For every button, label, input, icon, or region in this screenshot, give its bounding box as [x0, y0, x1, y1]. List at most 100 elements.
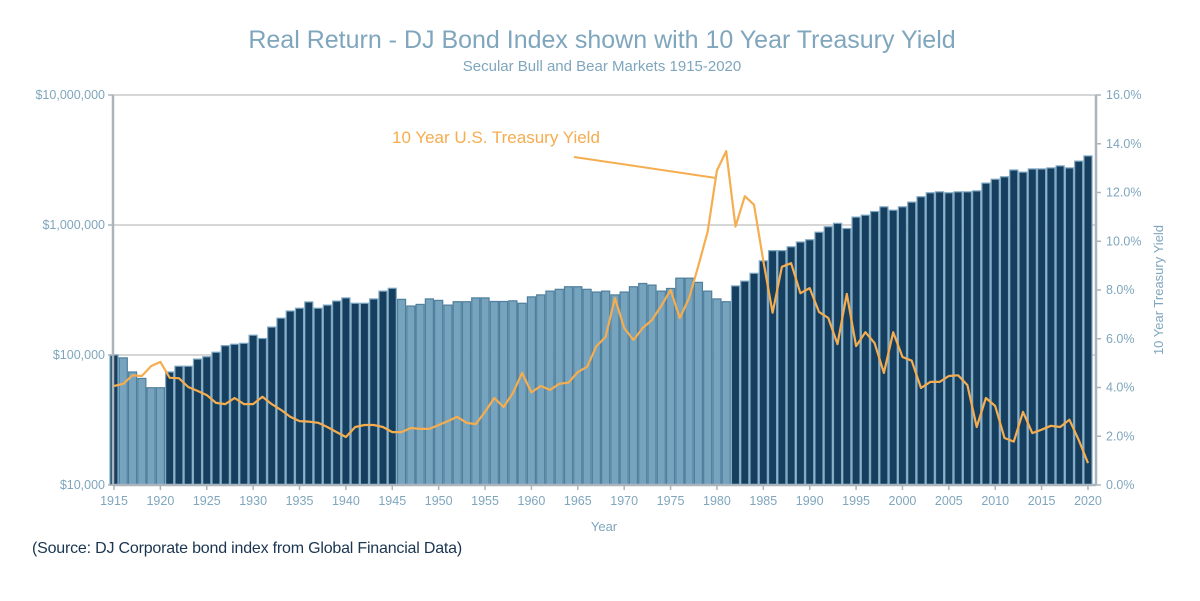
bar-1992 — [823, 226, 833, 486]
bar-1918 — [137, 377, 147, 486]
y2-tick-label: 14.0% — [1106, 137, 1141, 151]
bar-1947 — [406, 305, 416, 486]
y-tick-label: $10,000,000 — [35, 88, 105, 102]
y-tick-label: $100,000 — [53, 348, 105, 362]
bar-1989 — [795, 241, 806, 486]
bar-2000 — [897, 206, 908, 486]
y2-tick-label: 8.0% — [1106, 283, 1135, 297]
bar-1975 — [665, 287, 676, 486]
bar-1955 — [480, 297, 490, 486]
bar-1943 — [369, 298, 379, 486]
bar-1988 — [786, 246, 796, 486]
bar-1977 — [684, 277, 694, 486]
bar-1982 — [730, 285, 741, 486]
bar-1990 — [805, 239, 815, 486]
bar-1969 — [610, 294, 620, 486]
x-tick-label: 1930 — [239, 494, 267, 508]
bar-1936 — [304, 301, 314, 486]
annotation-leader-line — [573, 156, 717, 179]
bars — [109, 155, 1093, 486]
y2-tick-label: 10.0% — [1106, 234, 1141, 248]
bar-1930 — [248, 334, 258, 486]
x-tick-label: 2015 — [1028, 494, 1056, 508]
bar-1978 — [693, 281, 704, 486]
bar-1933 — [276, 317, 286, 486]
x-tick-label: 1940 — [332, 494, 360, 508]
bar-1921 — [165, 371, 175, 486]
bar-1917 — [127, 371, 138, 486]
x-tick-label: 1995 — [842, 494, 870, 508]
x-tick-label: 2000 — [889, 494, 917, 508]
bar-2012 — [1009, 169, 1019, 486]
bar-2008 — [972, 190, 982, 486]
x-tick-label: 2020 — [1074, 494, 1102, 508]
bar-2001 — [907, 201, 917, 486]
bar-1991 — [814, 231, 824, 486]
x-tick-label: 1990 — [796, 494, 824, 508]
bar-1994 — [842, 227, 852, 486]
bar-1929 — [239, 342, 249, 486]
chart-subtitle: Secular Bull and Bear Markets 1915-2020 — [463, 58, 742, 75]
bar-1946 — [396, 298, 407, 486]
bar-2010 — [990, 178, 1000, 486]
bar-1922 — [174, 365, 184, 486]
y2-tick-label: 2.0% — [1106, 429, 1135, 443]
y2-axis-label: 10 Year Treasury Yield — [1151, 225, 1166, 355]
bar-1927 — [220, 345, 230, 486]
yield-line — [113, 150, 1090, 464]
bar-1980 — [712, 298, 722, 486]
bar-2009 — [981, 182, 991, 486]
bar-1974 — [656, 290, 666, 486]
yield-annotation: 10 Year U.S. Treasury Yield — [392, 128, 600, 147]
bar-1935 — [294, 307, 305, 486]
bar-1996 — [860, 214, 870, 486]
y2-tick-label: 4.0% — [1106, 381, 1135, 395]
x-tick-label: 1945 — [378, 494, 406, 508]
x-axis-label: Year — [591, 519, 618, 534]
bar-2002 — [916, 196, 926, 486]
bar-1963 — [554, 288, 564, 486]
bar-1916 — [118, 357, 128, 486]
x-tick-label: 1980 — [703, 494, 731, 508]
x-tick-label: 1970 — [610, 494, 638, 508]
bar-2019 — [1074, 160, 1084, 486]
bar-1972 — [638, 282, 648, 486]
y2-tick-label: 16.0% — [1106, 88, 1141, 102]
bar-2016 — [1046, 167, 1056, 486]
bar-2007 — [962, 191, 973, 486]
bar-2003 — [925, 192, 935, 486]
bar-1928 — [229, 343, 240, 486]
bar-1945 — [387, 287, 397, 486]
bar-1984 — [749, 272, 759, 486]
bar-1983 — [740, 280, 750, 486]
bar-1941 — [350, 302, 360, 486]
bar-1919 — [146, 387, 156, 486]
y-tick-label: $1,000,000 — [42, 218, 105, 232]
bar-1981 — [721, 301, 731, 486]
bar-2017 — [1055, 165, 1065, 486]
x-tick-label: 1925 — [193, 494, 221, 508]
bar-1926 — [211, 351, 221, 486]
bar-2014 — [1027, 168, 1037, 486]
bar-1944 — [378, 290, 388, 486]
y-tick-label: $10,000 — [60, 478, 105, 492]
x-tick-label: 1935 — [286, 494, 314, 508]
bar-1998 — [879, 206, 889, 486]
axes: $10,000 $100,000 $1,000,000 $10,000,000 0.0%… — [35, 88, 1141, 508]
x-tick-label: 1950 — [425, 494, 453, 508]
bar-1924 — [192, 358, 203, 486]
bar-1940 — [341, 297, 351, 486]
bar-1950 — [434, 299, 444, 486]
x-tick-label: 2005 — [935, 494, 963, 508]
bar-1942 — [359, 302, 370, 486]
bar-1956 — [489, 300, 499, 486]
bar-1925 — [202, 356, 212, 486]
bar-1920 — [155, 387, 166, 486]
x-tick-label: 1915 — [100, 494, 128, 508]
bar-1953 — [461, 301, 472, 486]
y2-tick-label: 12.0% — [1106, 186, 1141, 200]
bar-2018 — [1064, 167, 1075, 486]
source-note: (Source: DJ Corporate bond index from Gl… — [32, 540, 462, 557]
bar-2020 — [1083, 155, 1093, 486]
